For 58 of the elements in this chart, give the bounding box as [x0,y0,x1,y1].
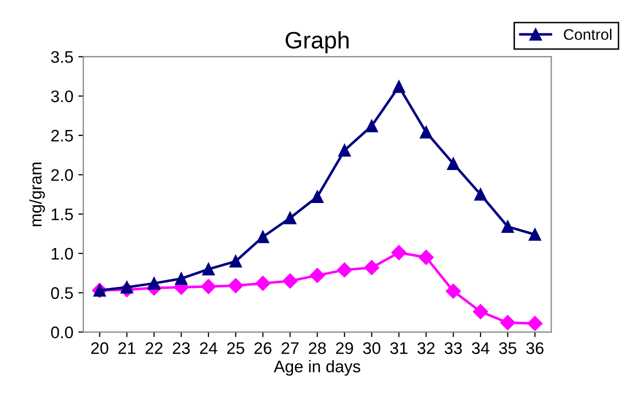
point [420,126,432,138]
x-tick-label: 34 [472,342,490,354]
x-tick-label: 20 [91,342,108,354]
point [500,315,516,330]
y-tick-label: 0.5 [51,287,73,299]
point [472,304,488,320]
x-tick-label: 25 [227,342,244,354]
y-tick-label: 2.0 [51,169,73,181]
point [392,80,406,93]
point [446,284,461,299]
point [336,262,352,278]
x-tick-label: 31 [390,342,408,354]
x-tick-label: 21 [118,342,136,354]
y-tick-label: 2.5 [51,130,73,142]
point [528,228,542,241]
y-tick-label: 1.5 [52,208,73,220]
point [120,281,134,294]
point [338,144,351,157]
x-tick-label: 33 [444,342,462,354]
y-tick-label: 0.0 [51,326,73,338]
x-tick-label: 30 [363,342,380,354]
point [527,316,543,332]
point [202,262,215,276]
y-tick-label: 1.0 [52,248,73,260]
y-axis-title: mg/gram [29,162,45,226]
point [228,278,244,294]
point [418,250,434,265]
point [447,157,460,170]
point [175,272,188,285]
legend-label: Control [564,28,612,40]
y-tick-label: 3.5 [51,51,73,63]
point [200,278,216,294]
x-tick-label: 24 [200,342,218,354]
point [311,190,324,204]
point [474,188,487,201]
point [229,255,242,268]
point [391,245,406,260]
chart-title: Graph [286,31,349,54]
point [365,120,378,132]
point [148,277,160,290]
point [284,212,296,224]
x-tick-label: 35 [499,342,516,354]
x-tick-label: 27 [282,342,299,354]
x-tick-label: 26 [254,342,272,354]
x-tick-label: 29 [336,342,353,354]
y-tick-label: 3.0 [51,90,73,102]
point [255,276,270,291]
x-tick-label: 32 [417,342,435,354]
point [310,268,325,284]
point [256,230,270,244]
x-tick-label: 22 [146,342,162,354]
x-tick-label: 28 [308,342,326,354]
point [282,273,298,289]
x-axis-title: Age in days [274,360,360,376]
x-tick-label: 36 [526,342,544,354]
point [501,220,514,233]
x-tick-label: 23 [172,342,190,354]
point [364,260,380,276]
